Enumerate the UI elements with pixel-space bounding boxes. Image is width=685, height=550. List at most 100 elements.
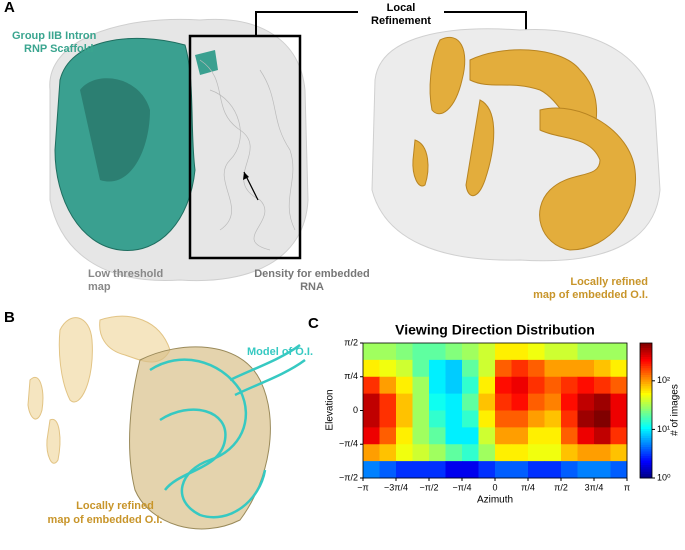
colorbar-swatch [640, 343, 652, 346]
heatmap-cell [429, 393, 446, 411]
heatmap-cell [577, 444, 595, 462]
heatmap-cell [396, 410, 413, 428]
annotation: Low threshold [88, 268, 163, 280]
heatmap-cell [495, 410, 512, 428]
heatmap-cell [478, 393, 496, 411]
heatmap-cell [379, 343, 397, 361]
colorbar-label: # of images [670, 384, 681, 436]
colorbar-swatch [640, 392, 652, 396]
colorbar-swatch [640, 460, 652, 463]
colorbar-swatch [640, 370, 652, 373]
heatmap-cell [594, 393, 611, 411]
heatmap-cell [445, 461, 463, 479]
x-tick-label: −π [357, 482, 368, 492]
annotation: Locally refined [570, 276, 648, 288]
colorbar-swatch [640, 473, 652, 477]
heatmap-cell [429, 461, 446, 479]
heatmap-cell [478, 444, 496, 462]
heatmap-cell [594, 376, 611, 395]
heatmap-cell [445, 427, 463, 445]
colorbar-swatch [640, 453, 652, 456]
heatmap-cell [610, 359, 628, 378]
heatmap-cell [610, 393, 628, 411]
heatmap-cell [544, 427, 562, 445]
heatmap-cell [429, 410, 446, 428]
colorbar-swatch [640, 426, 652, 429]
colorbar-swatch [640, 379, 652, 382]
model-overlay [27, 315, 306, 530]
colorbar-tick-label: 10¹ [657, 424, 670, 434]
heatmap-cell [445, 376, 463, 395]
colorbar-swatch [640, 345, 652, 348]
heatmap-cell [511, 393, 529, 411]
heatmap-cell [462, 410, 479, 428]
colorbar-swatch [640, 428, 652, 432]
heatmap-cell [561, 410, 578, 428]
colorbar-swatch [640, 347, 652, 351]
colorbar-swatch [640, 352, 652, 355]
heatmap-cell [379, 461, 397, 479]
colorbar-swatch [640, 365, 652, 369]
heatmap-cell [511, 376, 529, 395]
colorbar-swatch [640, 444, 652, 447]
heatmap-cell [396, 461, 413, 479]
heatmap-cell [511, 461, 529, 479]
colorbar-swatch [640, 421, 652, 425]
heatmap-cell [462, 393, 479, 411]
heatmap-cell [363, 410, 380, 428]
x-tick-label: 3π/4 [585, 482, 604, 492]
colorbar-tick-label: 10⁰ [657, 472, 671, 482]
heatmap-cell [561, 444, 578, 462]
x-tick-label: π [624, 482, 630, 492]
heatmap-cell [561, 343, 578, 361]
heatmap-cell [528, 393, 545, 411]
heatmap-cell [610, 410, 628, 428]
y-tick-label: π/4 [344, 371, 358, 381]
colorbar-swatch [640, 462, 652, 465]
annotation: Group IIB Intron [12, 30, 97, 42]
heatmap-cell [363, 343, 380, 361]
colorbar-swatch [640, 419, 652, 423]
colorbar-swatch [640, 388, 652, 391]
heatmap-cell [528, 410, 545, 428]
x-tick-label: −π/4 [453, 482, 472, 492]
colorbar-swatch [640, 374, 652, 378]
heatmap-cell [561, 461, 578, 479]
heatmap-cell [396, 427, 413, 445]
colorbar-swatch [640, 401, 652, 405]
heatmap-cell [495, 444, 512, 462]
annotation: RNP Scaffold [24, 43, 93, 55]
heatmap-cell [363, 461, 380, 479]
annotation: map [88, 281, 111, 293]
x-axis-label: Azimuth [477, 495, 513, 506]
heatmap-cell [379, 410, 397, 428]
y-tick-label: 0 [353, 405, 358, 415]
heatmap-cell [544, 410, 562, 428]
heatmap-cell [478, 376, 496, 395]
heatmap-cell [528, 343, 545, 361]
colorbar-swatch [640, 363, 652, 366]
colorbar-swatch [640, 435, 652, 438]
colorbar-swatch [640, 415, 652, 418]
heatmap-cell [396, 359, 413, 378]
chart-title: Viewing Direction Distribution [395, 322, 595, 338]
heatmap-cell [429, 376, 446, 395]
heatmap-cell [511, 410, 529, 428]
heatmap-cell [544, 359, 562, 378]
colorbar-swatch [640, 361, 652, 364]
heatmap-cell [594, 427, 611, 445]
heatmap-cell [462, 376, 479, 395]
heatmap-cell [478, 427, 496, 445]
heatmap-cell [429, 359, 446, 378]
heatmap-cell [594, 410, 611, 428]
annotation: Local [387, 2, 416, 14]
colorbar-swatch [640, 381, 652, 384]
y-tick-label: −π/2 [339, 472, 358, 482]
heatmap-cell [379, 393, 397, 411]
annotation: Locally refined [76, 500, 154, 512]
y-tick-label: −π/4 [339, 439, 358, 449]
heatmap-cell [594, 359, 611, 378]
heatmap-cell [445, 393, 463, 411]
left-map [49, 18, 309, 282]
panel-label: B [4, 309, 15, 326]
